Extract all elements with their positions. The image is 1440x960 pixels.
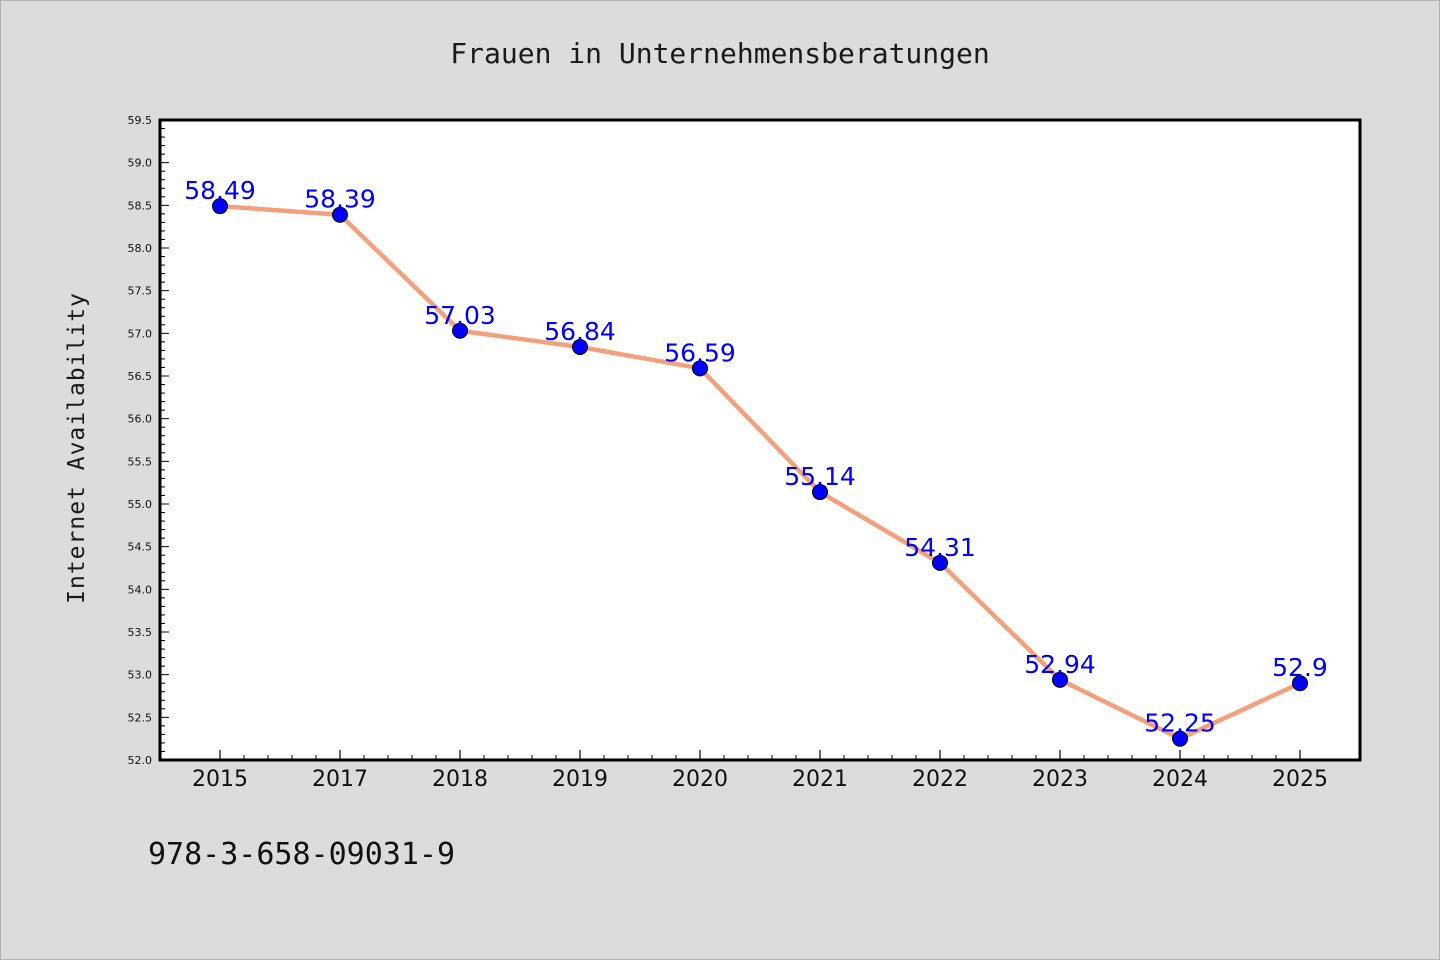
data-label: 52.9: [1272, 653, 1328, 682]
y-tick-label: 57.0: [128, 327, 153, 340]
x-tick-label: 2025: [1272, 767, 1328, 792]
data-point: [932, 554, 948, 571]
x-tick-label: 2020: [672, 767, 728, 792]
plot-frame: [158, 118, 1362, 762]
x-tick-label: 2017: [312, 767, 368, 792]
series-line: [217, 203, 1303, 741]
y-tick-label: 56.0: [128, 413, 153, 426]
y-tick-label: 59.5: [128, 114, 153, 127]
y-tick-label: 58.5: [128, 199, 153, 212]
data-point: [812, 484, 828, 501]
data-label: 52.94: [1024, 650, 1096, 679]
data-point: [572, 338, 588, 355]
y-tick-label: 52.0: [128, 754, 153, 767]
y-tick-label: 53.5: [128, 626, 153, 639]
data-point: [332, 206, 348, 223]
data-point: [692, 360, 708, 377]
x-tick-label: 2024: [1152, 767, 1208, 792]
y-tick-label: 57.5: [128, 285, 153, 298]
y-tick-label: 54.0: [128, 583, 153, 596]
x-tick-label: 2018: [432, 767, 488, 792]
data-label: 57.03: [424, 301, 496, 330]
data-point: [212, 198, 228, 215]
y-tick-label: 55.5: [128, 455, 153, 468]
data-label: 58.49: [184, 176, 256, 205]
data-labels: 58.49 58.39 57.03 56.84 56.59 55.14 54.31 52.94…: [184, 176, 1328, 737]
data-point: [1052, 671, 1068, 688]
y-tick-label: 53.0: [128, 669, 153, 682]
x-tick-label: 2015: [192, 767, 248, 792]
chart-title: Frauen in Unternehmensberatungen: [450, 37, 989, 70]
data-points: [212, 198, 1308, 747]
footer-code: 978-3-658-09031-9: [148, 837, 455, 872]
x-tick-label: 2021: [792, 767, 848, 792]
data-point: [452, 322, 468, 339]
data-label: 52.25: [1144, 709, 1216, 738]
y-axis-label: Internet Availability: [64, 292, 90, 604]
x-tick-label: 2019: [552, 767, 608, 792]
y-axis-ticks: 52.0 52.5 53.0 53.5 54.0 54.5 55.0 55.5 56.0 56.5…: [128, 114, 169, 767]
x-tick-label: 2022: [912, 767, 968, 792]
y-tick-label: 54.5: [128, 541, 153, 554]
y-tick-label: 55.0: [128, 498, 153, 511]
y-tick-label: 52.5: [128, 711, 153, 724]
data-point: [1292, 675, 1308, 692]
plot-area: [160, 120, 1360, 760]
y-tick-label: 56.5: [128, 370, 153, 383]
data-label: 58.39: [304, 185, 376, 214]
data-label: 56.84: [544, 317, 616, 346]
data-label: 55.14: [784, 462, 856, 491]
data-label: 56.59: [664, 338, 736, 367]
y-tick-label: 58.0: [128, 242, 153, 255]
x-axis-ticks: 2015 2017 2018 2019 2020 2021 2022 2023 2024 2025: [192, 750, 1328, 792]
data-label: 54.31: [904, 533, 976, 562]
y-tick-label: 59.0: [128, 157, 153, 170]
data-point: [1172, 730, 1188, 747]
x-tick-label: 2023: [1032, 767, 1088, 792]
